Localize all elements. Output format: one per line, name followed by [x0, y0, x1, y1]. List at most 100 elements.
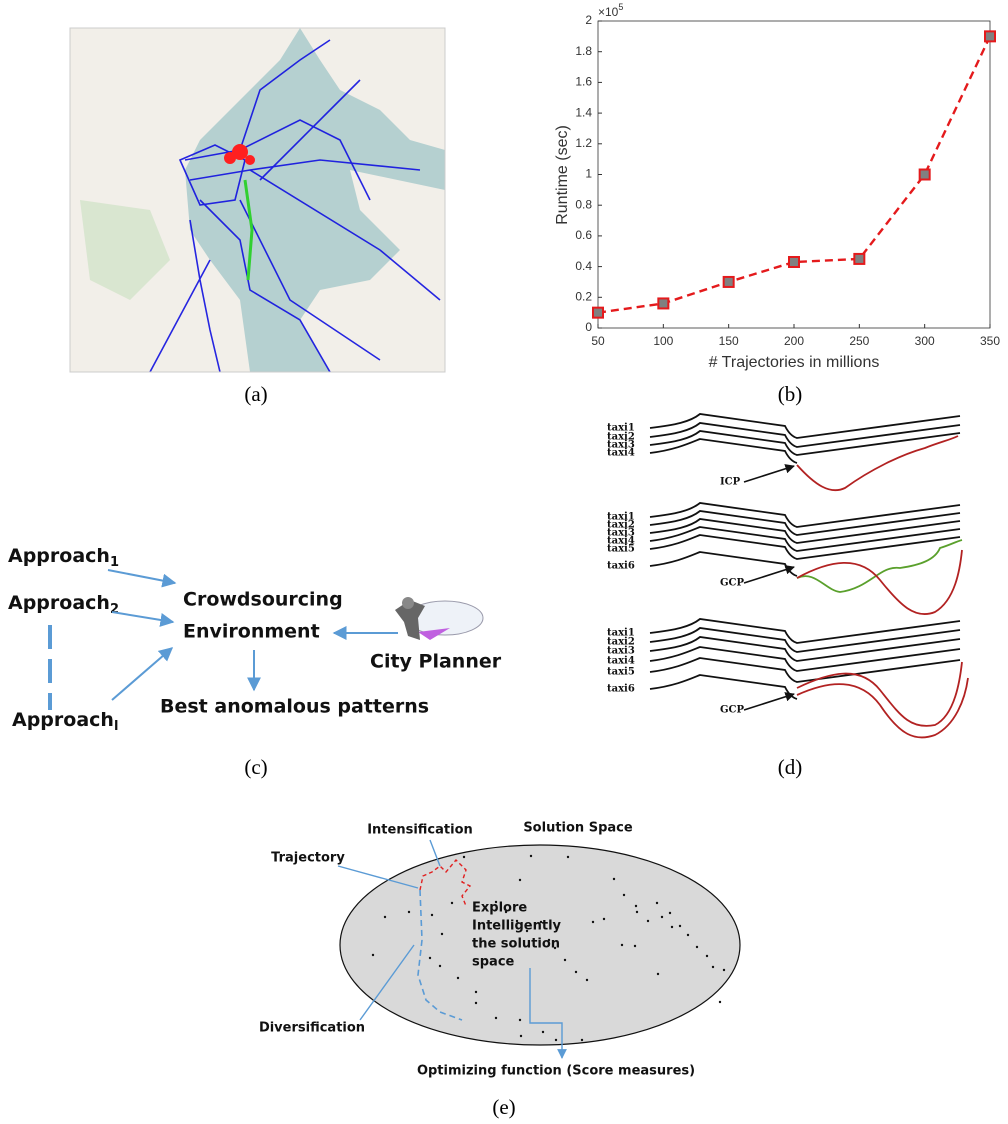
caption: (b) — [778, 382, 803, 406]
solution-dot — [494, 900, 498, 904]
taxi-label: taxi3 — [607, 528, 635, 539]
y-tick-label: 0.8 — [575, 197, 592, 211]
point-marker — [853, 252, 866, 265]
solution-dot — [574, 970, 578, 974]
caption: (a) — [244, 382, 267, 406]
solution-dot — [656, 972, 660, 976]
diversification-label: Diversification — [259, 1021, 365, 1036]
solution-dot — [711, 965, 715, 969]
solution-dot — [539, 920, 543, 924]
taxi-label: taxi4 — [607, 536, 635, 547]
solution-dot — [566, 855, 570, 859]
solution-dot — [668, 911, 672, 915]
y-multiplier-base: ×10 — [598, 5, 619, 19]
change-point-arrow — [743, 692, 795, 711]
connectors — [337, 839, 567, 1059]
point-marker — [657, 297, 670, 310]
solution-dot — [407, 910, 411, 914]
taxi-label: taxi4 — [607, 448, 635, 459]
solution-dot — [585, 978, 589, 982]
explore-label: space — [472, 955, 515, 970]
taxi-label: taxi1 — [607, 512, 635, 523]
y-tick-label: 1.4 — [575, 105, 592, 119]
output-label: Best anomalous patterns — [160, 696, 429, 718]
explore-label: Intelligently — [472, 919, 562, 934]
y-tick-label: 1.2 — [575, 136, 592, 150]
taxi-path — [649, 413, 961, 439]
y-multiplier: ×105 — [598, 2, 623, 19]
solution-dot — [634, 904, 638, 908]
solution-dot — [554, 1038, 558, 1042]
solution-dot — [670, 925, 674, 929]
trajectory-label: Trajectory — [271, 851, 345, 866]
y-tick-label: 0.6 — [575, 228, 592, 242]
solution-dot — [622, 893, 626, 897]
solution-dot — [633, 944, 637, 948]
solution-dot — [371, 953, 375, 957]
taxi-label: taxi3 — [607, 440, 635, 451]
taxi-path — [649, 430, 961, 456]
solution-dot — [655, 901, 659, 905]
y-tick-label: 0.2 — [575, 289, 592, 303]
environment-label: Environment — [183, 621, 320, 643]
taxi-path — [649, 510, 961, 536]
solution-dot — [518, 1018, 522, 1022]
taxi-label: taxi2 — [607, 637, 635, 648]
deviation-path — [796, 677, 969, 739]
point-marker — [918, 168, 931, 181]
taxi-path — [649, 502, 961, 528]
point-marker — [788, 255, 800, 268]
taxi-label: taxi5 — [607, 667, 635, 678]
solution-dot — [686, 933, 690, 937]
x-tick-label: 200 — [784, 334, 804, 348]
approach-text: Approach — [12, 709, 114, 731]
solution-dot — [430, 913, 434, 917]
solution-dot — [635, 910, 639, 914]
map — [70, 28, 445, 372]
solution-dot — [438, 964, 442, 968]
taxi-path — [649, 422, 961, 448]
caption: (e) — [492, 1095, 515, 1119]
objective-label: Optimizing function (Score measures) — [417, 1064, 695, 1079]
solution-space — [339, 844, 741, 1046]
solution-dot — [612, 877, 616, 881]
deviation-path — [796, 539, 963, 593]
solution-dot — [383, 915, 387, 919]
solution-dot — [518, 878, 522, 882]
diversification-path — [417, 889, 463, 1021]
explore-label: Explore — [472, 901, 527, 916]
taxi-path — [649, 518, 961, 544]
solution-dot — [580, 1038, 584, 1042]
taxi-path — [649, 438, 798, 464]
point-marker — [592, 306, 604, 319]
taxi-label: taxi4 — [607, 656, 635, 667]
taxi-label: taxi6 — [607, 684, 635, 695]
series-line — [597, 35, 992, 314]
x-tick-label: 350 — [980, 334, 1000, 348]
solution-dot — [494, 1016, 498, 1020]
solution-dot — [440, 932, 444, 936]
approach-sub: l — [114, 719, 118, 734]
solution-dot — [591, 920, 595, 924]
search-diagram: Solution Space Intensification Trajector… — [259, 821, 741, 1079]
y-axis-label: Runtime (sec) — [554, 125, 571, 225]
caption: (d) — [778, 755, 803, 779]
taxi-path — [649, 657, 961, 683]
solution-dot — [705, 954, 709, 958]
planner-icon — [395, 597, 484, 640]
taxi-path — [649, 618, 961, 644]
deviation-path — [796, 435, 959, 492]
change-point-label: GCP — [720, 578, 744, 589]
change-point-label: GCP — [720, 705, 744, 716]
x-tick-label: 300 — [915, 334, 935, 348]
x-tick-label: 50 — [591, 334, 605, 348]
taxi-label: taxi6 — [607, 561, 635, 572]
solution-dot — [525, 929, 529, 933]
plot-frame — [597, 20, 991, 329]
solution-dot — [553, 946, 557, 950]
caption: (c) — [244, 755, 267, 779]
x-tick-label: 250 — [849, 334, 869, 348]
taxi-path — [649, 534, 961, 560]
